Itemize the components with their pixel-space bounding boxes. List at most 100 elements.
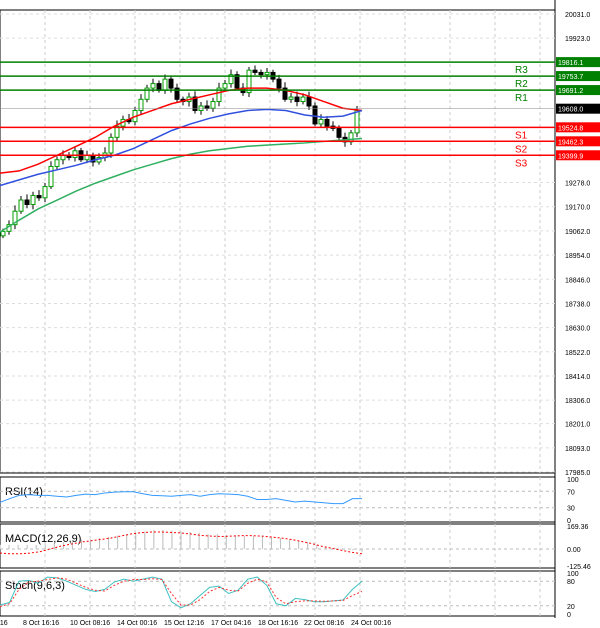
level-label-s1: S1 [515, 130, 528, 141]
panel-1 [0, 476, 556, 523]
candle-body [318, 118, 324, 125]
level-price-label: 19753.7 [558, 74, 583, 81]
current-price-tag [556, 103, 600, 114]
time-tick-label: 8 Oct 16:16 [23, 620, 59, 627]
candle-body [300, 96, 306, 103]
price-tick-label: 18846.0 [565, 277, 590, 284]
candle-body [18, 199, 24, 212]
price-tick-label: 19170.0 [565, 205, 590, 212]
level-price-tag [556, 85, 600, 96]
time-tick-label: 8:16 [0, 620, 8, 627]
candle-body [174, 87, 180, 100]
level-price-tag [556, 150, 600, 161]
candle-body [36, 195, 42, 199]
level-price-tag [556, 71, 600, 82]
candle-body [354, 109, 360, 134]
level-price-tag [556, 122, 600, 133]
level-price-label: 19524.8 [558, 125, 583, 132]
price-tick-label: 18738.0 [565, 301, 590, 308]
level-price-label: 19816.1 [558, 60, 583, 67]
candle-body [0, 230, 6, 237]
indicator-tick-label: 0 [567, 612, 571, 619]
candle-body [228, 74, 234, 85]
candle-body [216, 87, 222, 103]
stoch-signal-line [0, 577, 363, 608]
candle-body [108, 136, 114, 154]
candle-body [72, 150, 78, 158]
candle-body [264, 71, 270, 76]
candle-body [198, 105, 204, 111]
candle-body [246, 69, 252, 94]
indicator-title: RSI(14) [5, 486, 43, 498]
rsi-line [0, 491, 362, 505]
indicator-tick-label: 20 [567, 604, 575, 611]
candle-body [12, 210, 18, 226]
level-label-s2: S2 [515, 144, 528, 155]
candle-body [204, 105, 210, 109]
indicator-tick-label: 80 [567, 579, 575, 586]
price-tick-label: 18630.0 [565, 326, 590, 333]
candle-body [168, 78, 174, 89]
indicator-tick-label: 0 [567, 518, 571, 525]
price-tick-label: 19278.0 [565, 181, 590, 188]
stoch-main-line [0, 576, 363, 609]
level-price-label: 19691.2 [558, 88, 583, 95]
candle-body [336, 127, 342, 138]
candle-body [48, 165, 54, 188]
indicator-title: MACD(12,26,9) [5, 533, 81, 545]
moving-average-line [0, 137, 363, 233]
candle-body [222, 83, 228, 89]
panel-3 [0, 570, 556, 617]
level-price-tag [556, 57, 600, 68]
candle-body [324, 118, 330, 127]
price-tick-label: 18201.0 [565, 422, 590, 429]
indicator-tick-label: -125.46 [567, 564, 591, 571]
level-label-r1: R1 [515, 93, 528, 104]
candle-body [312, 105, 318, 125]
candle-body [288, 96, 294, 100]
indicator-tick-label: 70 [567, 489, 575, 496]
candle-body [282, 87, 288, 100]
candle-body [210, 101, 216, 109]
candle-body [24, 199, 30, 205]
current-price-label: 19608.0 [558, 107, 583, 114]
level-label-s3: S3 [515, 158, 528, 169]
candle-body [114, 125, 120, 138]
price-tick-label: 19062.0 [565, 229, 590, 236]
time-tick-label: 24 Oct 00:16 [351, 620, 391, 627]
level-label-r3: R3 [515, 65, 528, 76]
level-price-label: 19462.3 [558, 139, 583, 146]
candle-body [252, 69, 258, 73]
candle-body [144, 87, 150, 100]
price-tick-label: 18414.0 [565, 374, 590, 381]
time-tick-label: 18 Oct 16:16 [258, 620, 298, 627]
indicator-tick-label: 0.00 [567, 547, 581, 554]
candle-body [30, 195, 36, 205]
price-tick-label: 20031.0 [565, 12, 590, 19]
level-label-r2: R2 [515, 79, 528, 90]
indicator-tick-label: 30 [567, 506, 575, 513]
indicator-tick-label: 100 [567, 477, 579, 484]
level-price-tag [556, 136, 600, 147]
macd-signal-line [0, 531, 363, 555]
candle-body [42, 186, 48, 199]
candle-body [276, 78, 282, 89]
candle-body [162, 78, 168, 91]
candle-body [54, 159, 60, 167]
candle-body [138, 98, 144, 111]
price-tick-label: 18522.0 [565, 350, 590, 357]
candle-body [348, 132, 354, 143]
price-tick-label: 18093.0 [565, 446, 590, 453]
time-tick-label: 10 Oct 08:16 [70, 620, 110, 627]
candle-body [258, 71, 264, 76]
indicator-tick-label: 169.36 [567, 524, 589, 531]
candle-body [306, 96, 312, 107]
time-tick-label: 22 Oct 08:16 [304, 620, 344, 627]
moving-average-line [0, 87, 363, 174]
panel-2 [0, 523, 556, 569]
indicator-tick-label: 100 [567, 571, 579, 578]
candle-body [192, 96, 198, 111]
candle-body [234, 74, 240, 89]
